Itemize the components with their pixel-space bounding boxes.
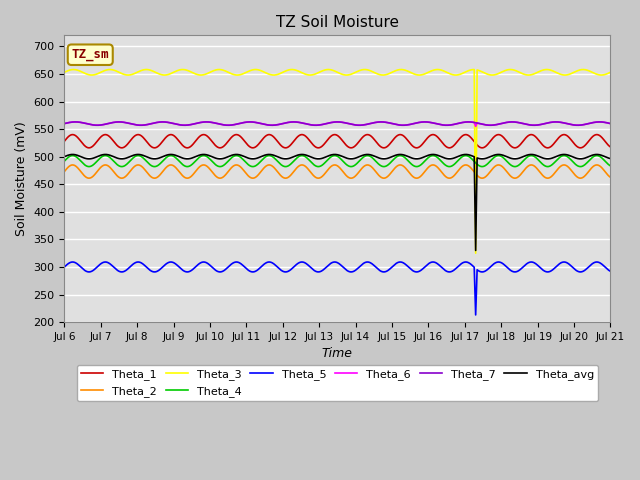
Theta_avg — [472, 248, 479, 253]
Theta_7 — [372, 120, 380, 125]
Theta_2 — [303, 165, 311, 171]
Legend: Theta_1, Theta_2, Theta_3, Theta_4, Theta_5, Theta_6, Theta_7, Theta_avg: Theta_1, Theta_2, Theta_3, Theta_4, Thet… — [77, 365, 598, 401]
Theta_1 — [348, 145, 355, 151]
Line: Theta_4: Theta_4 — [65, 156, 611, 167]
Theta_1 — [292, 135, 300, 141]
Theta_avg — [303, 153, 311, 158]
Theta_4 — [303, 156, 311, 161]
Theta_1 — [607, 144, 614, 150]
Theta_3 — [304, 72, 312, 78]
X-axis label: Time: Time — [322, 348, 353, 360]
Theta_3 — [125, 72, 133, 78]
Theta_6 — [61, 120, 68, 126]
Theta_6 — [292, 119, 300, 125]
Theta_1 — [331, 132, 339, 137]
Theta_1 — [103, 132, 111, 138]
Theta_2 — [125, 170, 132, 176]
Theta_1 — [125, 140, 132, 145]
Theta_1 — [314, 145, 321, 151]
Theta_6 — [372, 120, 380, 125]
Theta_7 — [126, 120, 134, 126]
Theta_6 — [103, 121, 111, 127]
Y-axis label: Soil Moisture (mV): Soil Moisture (mV) — [15, 121, 28, 236]
Theta_2 — [314, 175, 321, 181]
Line: Theta_avg: Theta_avg — [65, 155, 611, 251]
Theta_2 — [331, 162, 339, 168]
Theta_4 — [331, 153, 339, 158]
Theta_3 — [314, 70, 321, 76]
Theta_7 — [293, 119, 301, 125]
Theta_4 — [348, 164, 355, 169]
Theta_avg — [372, 154, 380, 159]
Theta_6 — [72, 119, 79, 125]
Theta_avg — [103, 152, 111, 157]
Line: Theta_1: Theta_1 — [65, 134, 611, 148]
Theta_avg — [331, 152, 339, 157]
Theta_5 — [125, 265, 132, 271]
Theta_2 — [607, 174, 614, 180]
Theta_5 — [292, 262, 300, 268]
Theta_1 — [372, 139, 380, 144]
Theta_3 — [372, 70, 380, 76]
Theta_5 — [331, 259, 339, 265]
Theta_5 — [303, 262, 311, 267]
Theta_5 — [314, 269, 321, 275]
Theta_1 — [303, 135, 311, 141]
Theta_2 — [372, 169, 380, 175]
Line: Theta_6: Theta_6 — [65, 122, 611, 126]
Theta_5 — [472, 312, 479, 318]
Theta_3 — [292, 68, 300, 73]
Theta_6 — [304, 121, 312, 127]
Theta_5 — [372, 264, 380, 270]
Theta_avg — [125, 154, 132, 160]
Theta_1 — [61, 138, 68, 144]
Theta_6 — [125, 120, 133, 126]
Theta_7 — [61, 120, 68, 126]
Line: Theta_2: Theta_2 — [65, 165, 611, 178]
Theta_5 — [61, 264, 68, 270]
Theta_4 — [292, 156, 300, 162]
Theta_3 — [70, 67, 77, 72]
Theta_6 — [314, 122, 321, 128]
Theta_4 — [607, 163, 614, 169]
Theta_7 — [72, 119, 79, 125]
Text: TZ_sm: TZ_sm — [72, 48, 109, 61]
Theta_7 — [93, 122, 101, 128]
Theta_7 — [304, 121, 312, 127]
Line: Theta_7: Theta_7 — [65, 122, 611, 125]
Theta_5 — [607, 268, 614, 274]
Theta_4 — [103, 153, 111, 158]
Theta_5 — [103, 259, 111, 265]
Theta_6 — [472, 123, 479, 129]
Theta_2 — [292, 166, 300, 171]
Theta_4 — [125, 159, 132, 165]
Theta_3 — [607, 70, 614, 75]
Theta_7 — [314, 122, 322, 128]
Line: Theta_5: Theta_5 — [65, 262, 611, 315]
Theta_avg — [314, 156, 321, 162]
Theta_avg — [292, 153, 300, 158]
Theta_2 — [103, 162, 111, 168]
Theta_7 — [104, 121, 111, 127]
Line: Theta_3: Theta_3 — [65, 70, 611, 253]
Theta_avg — [607, 156, 614, 161]
Theta_3 — [103, 67, 111, 73]
Theta_2 — [61, 168, 68, 174]
Theta_6 — [607, 120, 614, 126]
Theta_2 — [348, 175, 355, 181]
Theta_3 — [61, 70, 68, 75]
Theta_3 — [472, 250, 479, 256]
Theta_4 — [61, 158, 68, 164]
Theta_4 — [314, 164, 321, 169]
Title: TZ Soil Moisture: TZ Soil Moisture — [276, 15, 399, 30]
Theta_7 — [607, 120, 614, 126]
Theta_avg — [61, 154, 68, 159]
Theta_4 — [372, 158, 380, 164]
